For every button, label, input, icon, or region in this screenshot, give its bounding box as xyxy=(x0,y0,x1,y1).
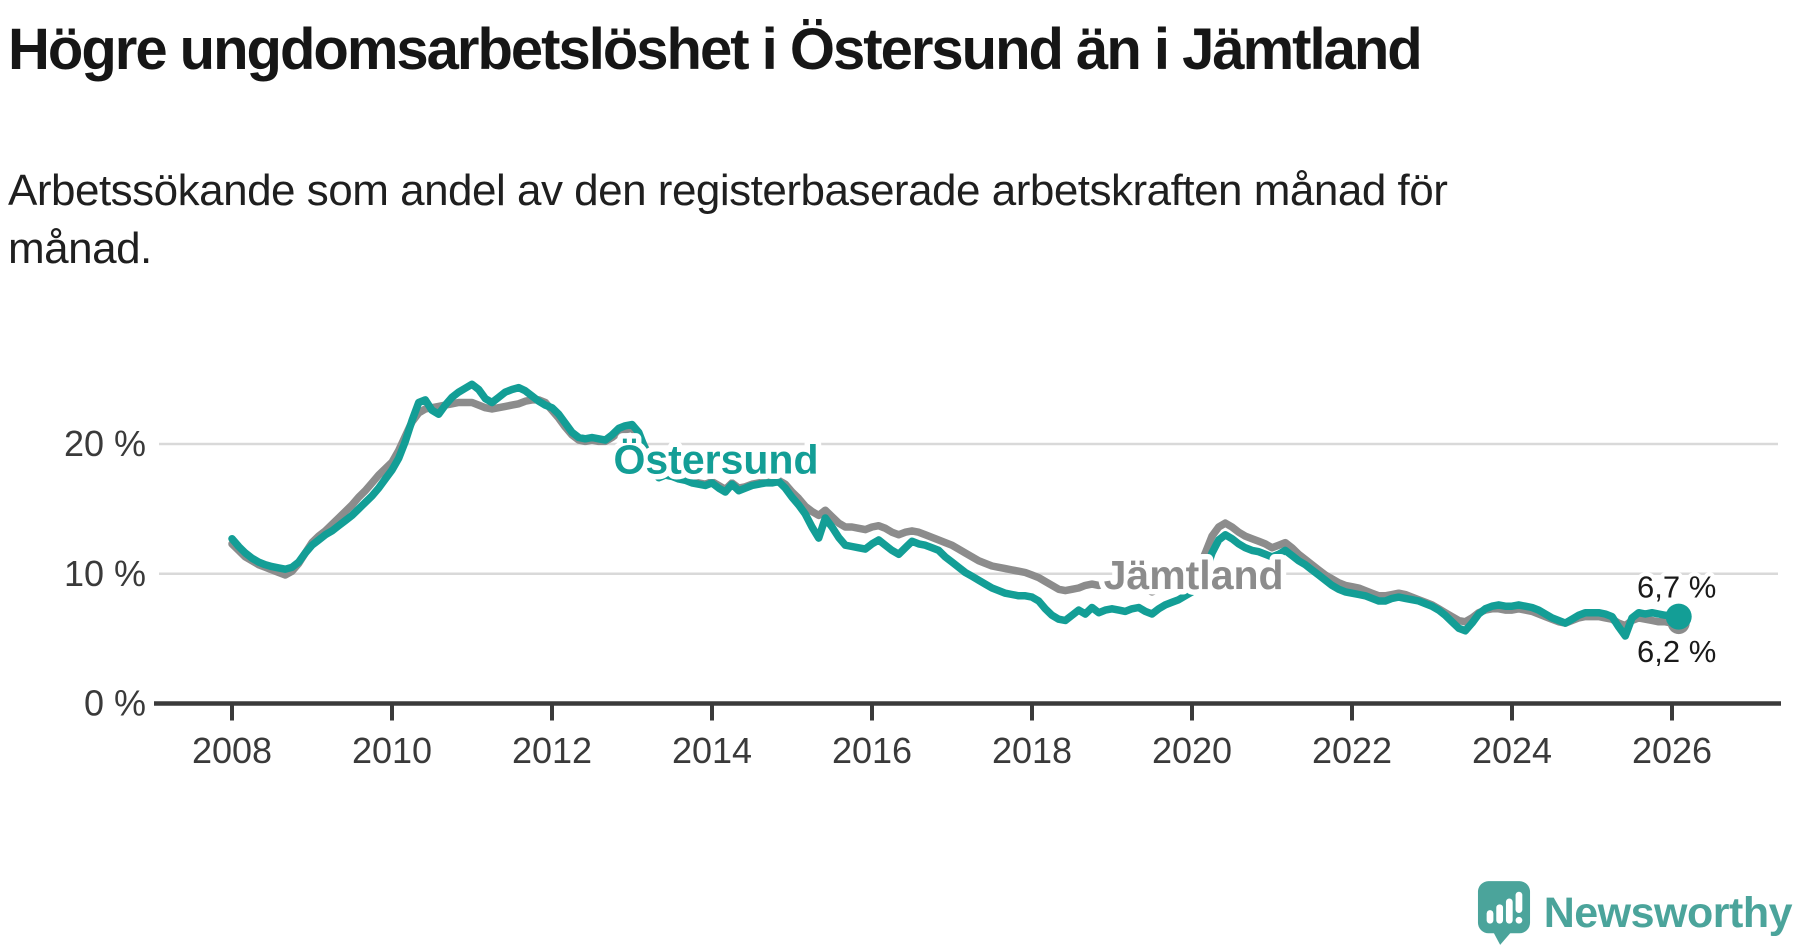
x-tick-label-2012: 2012 xyxy=(512,730,592,771)
x-tick-label-2020: 2020 xyxy=(1152,730,1232,771)
x-tick-label-2018: 2018 xyxy=(992,730,1072,771)
x-tick-label-2008: 2008 xyxy=(192,730,272,771)
y-tick-label-10: 10 % xyxy=(64,553,146,594)
end-value-label-Östersund: 6,7 % xyxy=(1637,570,1716,605)
x-tick-label-2014: 2014 xyxy=(672,730,752,771)
chart-subtitle-line2: månad. xyxy=(8,224,152,273)
chart-title: Högre ungdomsarbetslöshet i Östersund än… xyxy=(8,17,1423,82)
y-tick-label-20: 20 % xyxy=(64,423,146,464)
newsworthy-wordmark: Newsworthy xyxy=(1543,888,1793,937)
newsworthy-logo: Newsworthy xyxy=(1477,880,1793,946)
series-line-Östersund xyxy=(228,380,1683,640)
chart-subtitle: Arbetssökande som andel av den registerb… xyxy=(8,162,1448,278)
x-tick-label-2022: 2022 xyxy=(1312,730,1392,771)
chart-subtitle-line1: Arbetssökande som andel av den registerb… xyxy=(8,166,1448,215)
x-tick-label-2016: 2016 xyxy=(832,730,912,771)
x-tick-label-2010: 2010 xyxy=(352,730,432,771)
series-line-Jämtland xyxy=(228,396,1683,630)
y-tick-label-0: 0 % xyxy=(84,683,146,724)
newsworthy-logo-icon xyxy=(1477,881,1530,945)
series-label-Östersund: Östersund xyxy=(613,437,818,483)
x-tick-label-2024: 2024 xyxy=(1472,730,1552,771)
series-label-Jämtland: Jämtland xyxy=(1104,552,1284,598)
end-value-label-Jämtland: 6,2 % xyxy=(1637,634,1716,669)
x-tick-label-2026: 2026 xyxy=(1632,730,1712,771)
end-dot-Östersund xyxy=(1665,603,1692,630)
